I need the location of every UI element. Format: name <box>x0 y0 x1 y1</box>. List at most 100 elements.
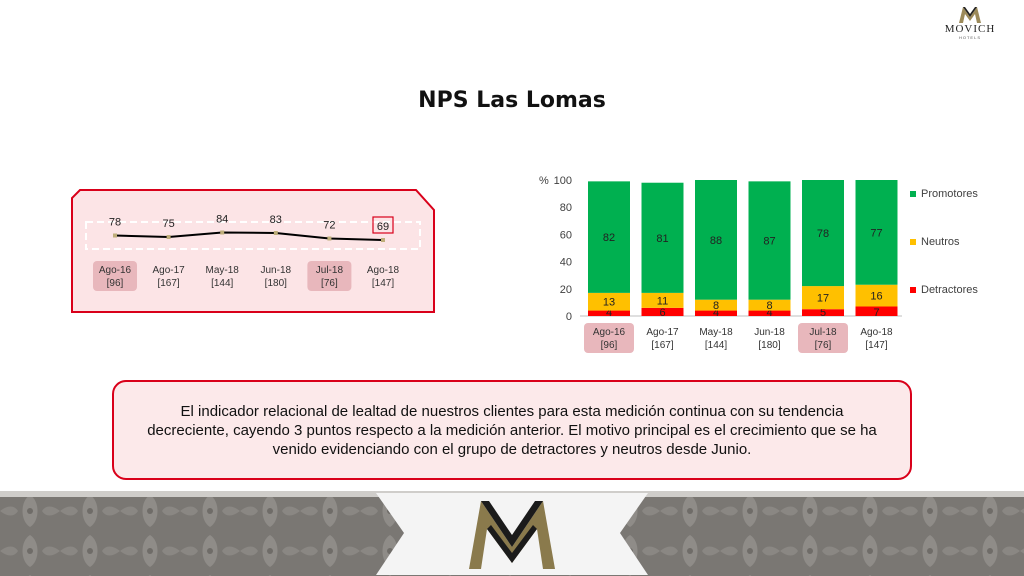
nps-sample-label: [180] <box>265 278 287 289</box>
bar-value-label: 77 <box>870 227 882 239</box>
x-category-label: Ago-17 <box>646 327 679 338</box>
bar-segment-detractores <box>855 306 898 316</box>
legend-swatch <box>910 191 916 197</box>
nps-composition-panel: 0 20 40 60 80 100% 4 13 82 Ago-16 [96] 6 11 81 Ago-17[… <box>520 168 990 358</box>
legend-label: Neutros <box>921 236 960 248</box>
movich-emblem-icon <box>959 7 981 23</box>
nps-sample-label: [144] <box>211 278 233 289</box>
footer-pattern <box>0 491 1024 576</box>
legend-swatch <box>910 287 916 293</box>
nps-value-label: 69 <box>377 221 389 233</box>
nps-sample-label: [76] <box>321 278 338 289</box>
nps-value-label: 75 <box>162 218 174 230</box>
page-title: NPS Las Lomas <box>418 88 606 113</box>
nps-trend-panel: 78 75 84 83 72 69 Ago-16 [96] Ago-17 [167] May-18 [… <box>70 188 436 314</box>
bar-value-label: 16 <box>870 291 882 303</box>
bar-value-label: 87 <box>763 236 775 248</box>
y-tick-label: 60 <box>560 229 572 241</box>
bar-segment-neutros <box>695 299 737 311</box>
x-sample-label: [76] <box>815 340 832 351</box>
nps-value-label: 72 <box>323 220 335 232</box>
bar-segment-promotores <box>855 180 898 285</box>
footer-banner <box>0 491 1024 576</box>
bar-value-label: 17 <box>817 293 829 305</box>
y-unit-label: % <box>539 175 549 187</box>
x-category-label: Ago-16 <box>593 327 626 338</box>
bar-segment-detractores <box>695 310 737 316</box>
nps-line-chart: 78 75 84 83 72 69 Ago-16 [96] Ago-17 [167] May-18 [… <box>71 189 435 313</box>
bar-value-label: 88 <box>710 235 722 247</box>
bar-value-label: 81 <box>656 233 668 245</box>
bar-segment-neutros <box>855 284 898 307</box>
nps-category-label: May-18 <box>206 265 240 276</box>
y-tick-label: 80 <box>560 202 572 214</box>
x-sample-label: [144] <box>705 340 727 351</box>
bar-value-label: 8 <box>713 300 719 312</box>
bar-value-label: 4 <box>713 307 719 319</box>
analysis-text: El indicador relacional de lealtad de nu… <box>147 402 877 458</box>
bar-value-label: 13 <box>603 297 615 309</box>
nps-point <box>273 231 278 235</box>
bar-segment-promotores <box>695 180 737 300</box>
nps-category-highlight <box>93 261 137 291</box>
nps-stacked-bar-chart: 020406080100%41382Ago-16[96]61181Ago-17[… <box>539 175 978 353</box>
legend-swatch <box>910 239 916 245</box>
analysis-message: El indicador relacional de lealtad de nu… <box>112 380 912 480</box>
bar-value-label: 7 <box>873 307 879 319</box>
x-sample-label: [167] <box>651 340 673 351</box>
bar-value-label: 82 <box>603 232 615 244</box>
nps-latest-value-box <box>372 216 394 234</box>
movich-logo: MOVICH HOTELS <box>940 6 1000 44</box>
brand-subtitle: HOTELS <box>958 35 981 40</box>
bar-segment-neutros <box>748 299 791 311</box>
footer-logo-icon <box>469 501 555 569</box>
nps-category-label: Ago-18 <box>367 265 400 276</box>
bar-value-label: 5 <box>820 307 826 319</box>
nps-category-highlight <box>307 261 352 291</box>
bar-segment-promotores <box>588 181 630 293</box>
nps-value-label: 78 <box>109 217 121 229</box>
x-category-label: Jul-18 <box>809 327 837 338</box>
x-category-label: May-18 <box>699 327 733 338</box>
nps-category-label: Ago-16 <box>99 265 132 276</box>
y-tick-label: 20 <box>560 284 572 296</box>
bar-segment-detractores <box>802 309 844 316</box>
nps-sample-label: [147] <box>372 278 394 289</box>
nps-point <box>113 233 117 238</box>
nps-sample-label: [167] <box>157 278 179 289</box>
nps-category-label: Ago-17 <box>152 265 185 276</box>
nps-dashed-box <box>85 221 421 250</box>
bar-segment-neutros <box>802 286 844 310</box>
legend-label: Detractores <box>921 284 978 296</box>
category-highlight <box>798 323 848 353</box>
y-tick-label: 0 <box>566 311 572 323</box>
nps-value-label: 83 <box>270 214 282 226</box>
x-sample-label: [147] <box>865 340 887 351</box>
nps-point <box>166 235 171 239</box>
nps-value-label: 84 <box>216 214 228 226</box>
nps-point <box>381 238 385 242</box>
x-sample-label: [96] <box>601 340 618 351</box>
bar-segment-promotores <box>748 181 791 300</box>
x-category-label: Ago-18 <box>860 327 893 338</box>
x-category-label: Jun-18 <box>754 327 785 338</box>
nps-point <box>220 230 225 235</box>
nps-category-label: Jul-18 <box>316 265 344 276</box>
bar-value-label: 11 <box>657 295 668 307</box>
y-tick-label: 100 <box>554 175 572 187</box>
bar-value-label: 78 <box>817 228 829 240</box>
nps-series-line <box>114 231 384 241</box>
legend-label: Promotores <box>921 188 978 200</box>
bar-segment-detractores <box>748 310 791 316</box>
category-highlight <box>584 323 634 353</box>
nps-point <box>327 236 332 241</box>
nps-panel-frame <box>71 189 435 313</box>
bar-value-label: 4 <box>766 307 772 319</box>
bar-segment-neutros <box>641 292 684 308</box>
bar-segment-promotores <box>641 182 684 293</box>
y-tick-label: 40 <box>560 257 572 269</box>
bar-segment-detractores <box>641 307 684 316</box>
bar-segment-neutros <box>588 292 630 311</box>
bar-segment-promotores <box>802 180 844 287</box>
nps-sample-label: [96] <box>107 278 124 289</box>
